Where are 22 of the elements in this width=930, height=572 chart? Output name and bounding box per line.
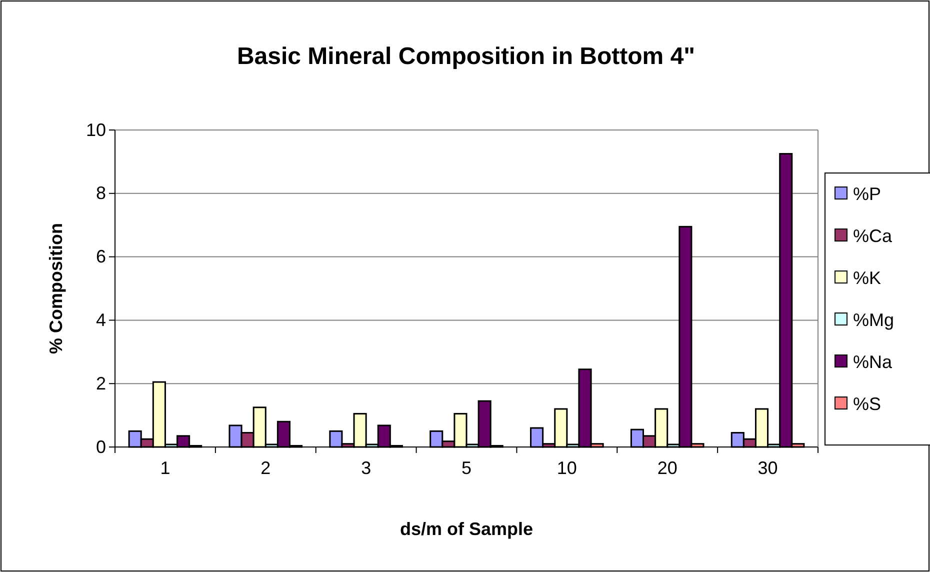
x-axis-title: ds/m of Sample bbox=[400, 519, 534, 539]
legend-label: %S bbox=[853, 394, 882, 414]
y-tick-label: 10 bbox=[86, 120, 106, 140]
y-tick-label: 2 bbox=[96, 373, 106, 394]
y-tick-label: 8 bbox=[96, 183, 106, 204]
x-tick-label: 5 bbox=[461, 458, 472, 478]
y-tick-label: 0 bbox=[96, 436, 106, 457]
x-tick-label: 10 bbox=[556, 458, 577, 478]
x-tick-label: 1 bbox=[160, 458, 170, 478]
legend-label: %Ca bbox=[853, 226, 894, 246]
x-tick-label: 30 bbox=[758, 458, 778, 478]
x-tick-label: 20 bbox=[657, 458, 678, 478]
y-tick-label: 6 bbox=[96, 246, 106, 267]
chart-title: Basic Mineral Composition in Bottom 4" bbox=[236, 43, 696, 70]
legend-label: %K bbox=[853, 268, 882, 288]
y-tick-label: 4 bbox=[96, 310, 106, 330]
legend-label: %Mg bbox=[853, 310, 894, 330]
y-axis-title: % Composition bbox=[46, 223, 66, 354]
x-tick-label: 3 bbox=[361, 458, 372, 478]
legend-label: %P bbox=[853, 184, 882, 204]
x-tick-label: 2 bbox=[260, 458, 271, 478]
legend-label: %Na bbox=[853, 352, 894, 372]
